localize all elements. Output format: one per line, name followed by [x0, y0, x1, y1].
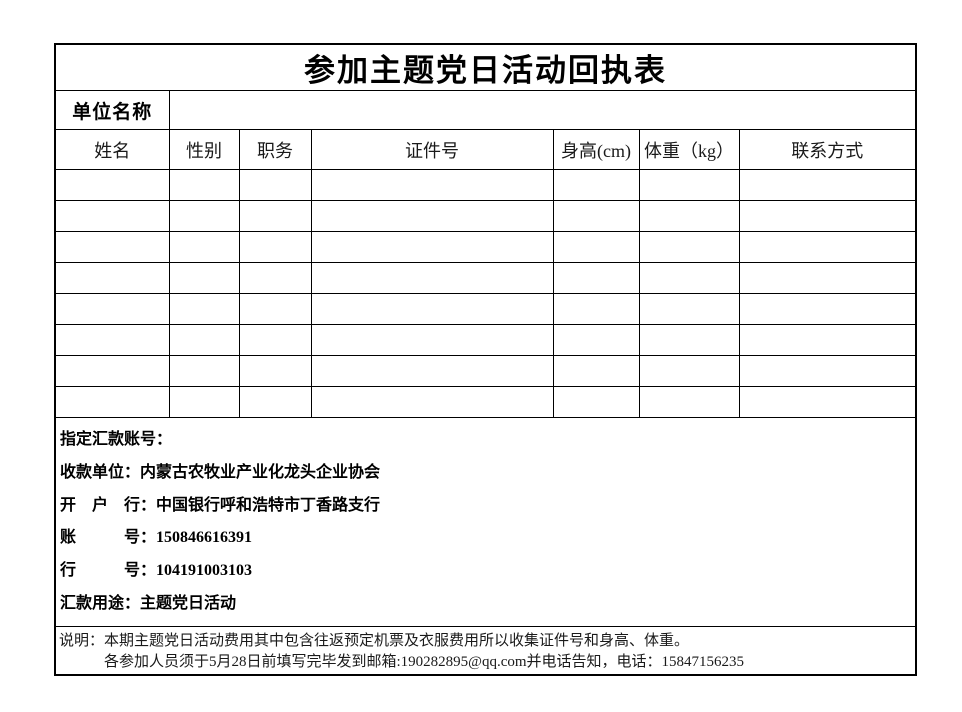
entry-cell[interactable] [310, 200, 554, 232]
entry-cell[interactable] [552, 231, 640, 263]
form-title: 参加主题党日活动回执表 [54, 43, 917, 91]
entry-cell[interactable] [638, 262, 740, 294]
bank-line-bank-name: 开 户 行：中国银行呼和浩特市丁香路支行 [60, 496, 381, 514]
entry-cell[interactable] [738, 262, 917, 294]
entry-cell[interactable] [738, 293, 917, 325]
bank-line-account-number: 账 号：150846616391 [60, 529, 253, 547]
column-header-id-number: 证件号 [310, 129, 554, 170]
column-header-weight: 体重（kg） [638, 129, 740, 170]
entry-cell[interactable] [168, 200, 240, 232]
entry-cell[interactable] [310, 293, 554, 325]
entry-row [54, 200, 917, 232]
entry-row [54, 355, 917, 387]
column-header-name: 姓名 [54, 129, 170, 170]
bank-info-row: 指定汇款账号： 收款单位：内蒙古农牧业产业化龙头企业协会 开 户 行：中国银行呼… [54, 417, 917, 627]
entry-cell[interactable] [54, 324, 170, 356]
entry-cell[interactable] [552, 355, 640, 387]
entry-cell[interactable] [638, 386, 740, 418]
entry-cell[interactable] [638, 324, 740, 356]
entry-cell[interactable] [738, 386, 917, 418]
entry-cell[interactable] [638, 293, 740, 325]
entry-cell[interactable] [238, 231, 312, 263]
bank-line-purpose: 汇款用途：主题党日活动 [60, 594, 237, 612]
unit-name-value-cell[interactable] [168, 90, 917, 130]
entry-cell[interactable] [54, 386, 170, 418]
entry-cell[interactable] [738, 169, 917, 201]
entry-cell[interactable] [168, 355, 240, 387]
entry-cell[interactable] [168, 386, 240, 418]
reply-form: 参加主题党日活动回执表 单位名称 姓名 性别 职务 证件号 身高(cm) 体重（… [54, 43, 918, 676]
entry-cell[interactable] [638, 231, 740, 263]
entry-cell[interactable] [168, 231, 240, 263]
entry-row [54, 262, 917, 294]
entry-cell[interactable] [168, 262, 240, 294]
entry-cell[interactable] [238, 262, 312, 294]
entry-cell[interactable] [738, 231, 917, 263]
bank-info-section: 指定汇款账号： 收款单位：内蒙古农牧业产业化龙头企业协会 开 户 行：中国银行呼… [54, 417, 917, 627]
unit-name-row: 单位名称 [54, 90, 917, 130]
entry-cell[interactable] [552, 262, 640, 294]
entry-cell[interactable] [54, 169, 170, 201]
entry-cell[interactable] [310, 386, 554, 418]
entry-row [54, 293, 917, 325]
entry-cell[interactable] [168, 169, 240, 201]
column-header-gender: 性别 [168, 129, 240, 170]
entry-cell[interactable] [54, 200, 170, 232]
notes-text: 说明：本期主题党日活动费用其中包含往返预定机票及衣服费用所以收集证件号和身高、体… [56, 628, 915, 674]
entry-cell[interactable] [638, 169, 740, 201]
column-header-height: 身高(cm) [552, 129, 640, 170]
reply-form-table: 参加主题党日活动回执表 单位名称 姓名 性别 职务 证件号 身高(cm) 体重（… [54, 43, 918, 676]
entry-cell[interactable] [54, 293, 170, 325]
entry-cell[interactable] [168, 324, 240, 356]
entry-cell[interactable] [552, 386, 640, 418]
entry-cell[interactable] [238, 169, 312, 201]
column-header-row: 姓名 性别 职务 证件号 身高(cm) 体重（kg） 联系方式 [54, 129, 917, 170]
entry-cell[interactable] [552, 200, 640, 232]
notes-row: 说明：本期主题党日活动费用其中包含往返预定机票及衣服费用所以收集证件号和身高、体… [54, 626, 917, 675]
bank-line-bank-number: 行 号：104191003103 [60, 561, 253, 579]
note-line-2: 各参加人员须于5月28日前填写完毕发到邮箱:190282895@qq.com并电… [104, 654, 745, 671]
entry-cell[interactable] [238, 293, 312, 325]
entry-cell[interactable] [310, 262, 554, 294]
entry-cell[interactable] [238, 355, 312, 387]
bank-line-remittance-account: 指定汇款账号： [60, 431, 173, 449]
entry-cell[interactable] [638, 355, 740, 387]
title-row: 参加主题党日活动回执表 [54, 43, 917, 91]
entry-cell[interactable] [54, 262, 170, 294]
entry-cell[interactable] [310, 324, 554, 356]
entry-cell[interactable] [638, 200, 740, 232]
entry-cell[interactable] [168, 293, 240, 325]
entry-cell[interactable] [310, 231, 554, 263]
entry-row [54, 386, 917, 418]
entry-cell[interactable] [552, 169, 640, 201]
column-header-contact: 联系方式 [738, 129, 917, 170]
entry-cell[interactable] [552, 324, 640, 356]
column-header-position: 职务 [238, 129, 312, 170]
entry-cell[interactable] [552, 293, 640, 325]
entry-cell[interactable] [738, 324, 917, 356]
entry-cell[interactable] [54, 231, 170, 263]
unit-name-label: 单位名称 [54, 90, 170, 130]
entry-cell[interactable] [738, 200, 917, 232]
entry-cell[interactable] [310, 169, 554, 201]
entry-row [54, 231, 917, 263]
notes-section: 说明：本期主题党日活动费用其中包含往返预定机票及衣服费用所以收集证件号和身高、体… [54, 626, 917, 675]
note-line-1: 说明：本期主题党日活动费用其中包含往返预定机票及衣服费用所以收集证件号和身高、体… [59, 633, 690, 650]
bank-line-payee: 收款单位：内蒙古农牧业产业化龙头企业协会 [60, 463, 381, 481]
entry-cell[interactable] [238, 386, 312, 418]
entry-cell[interactable] [54, 355, 170, 387]
entry-cell[interactable] [738, 355, 917, 387]
entry-row [54, 169, 917, 201]
entry-row [54, 324, 917, 356]
entry-cell[interactable] [238, 324, 312, 356]
entry-cell[interactable] [310, 355, 554, 387]
bank-info-lines: 指定汇款账号： 收款单位：内蒙古农牧业产业化龙头企业协会 开 户 行：中国银行呼… [56, 419, 915, 626]
entry-cell[interactable] [238, 200, 312, 232]
